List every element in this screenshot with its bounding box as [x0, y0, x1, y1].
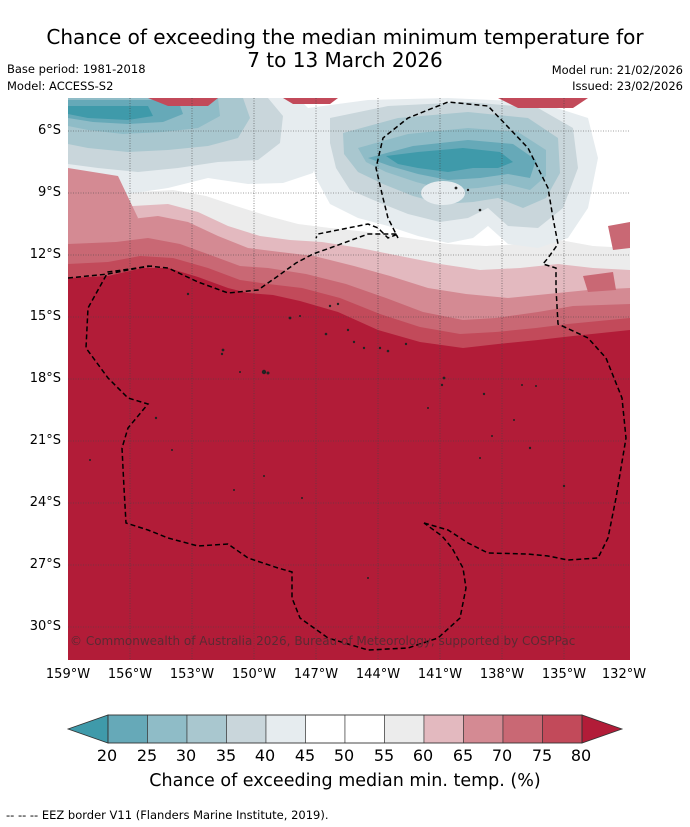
lon-label: 150°W — [231, 667, 277, 682]
colorbar-tick-label: 25 — [136, 746, 158, 765]
colorbar-tick-label: 60 — [412, 746, 434, 765]
colorbar-extend-low — [66, 714, 109, 744]
lat-label: 30°S — [29, 619, 61, 634]
colorbar-tick-label: 45 — [294, 746, 316, 765]
map-canvas — [68, 98, 630, 660]
colorbar-tick-label: 30 — [175, 746, 197, 765]
lon-label: 147°W — [293, 667, 339, 682]
lon-label: 144°W — [355, 667, 401, 682]
colorbar-segment — [265, 714, 306, 744]
region-red-mid — [583, 272, 616, 292]
forecast-map: © Commonwealth of Australia 2026, Bureau… — [68, 98, 630, 660]
region-red-right — [608, 222, 630, 250]
model-run-label: Model run: 21/02/2026 — [551, 63, 683, 77]
copyright-text: © Commonwealth of Australia 2026, Bureau… — [70, 634, 576, 648]
colorbar-tick-label: 50 — [333, 746, 355, 765]
lat-label: 24°S — [29, 495, 61, 510]
colorbar-segment — [463, 714, 504, 744]
colorbar-segments — [66, 714, 624, 744]
lat-label: 18°S — [29, 371, 61, 386]
colorbar-segment — [305, 714, 346, 744]
region-lt20-b — [386, 148, 513, 172]
graticule — [68, 98, 630, 660]
region-red-left — [68, 168, 138, 238]
colorbar-segment — [107, 714, 148, 744]
lat-label: 21°S — [29, 433, 61, 448]
lon-label: 153°W — [169, 667, 215, 682]
lat-label: 12°S — [29, 247, 61, 262]
lat-label: 27°S — [29, 557, 61, 572]
colorbar-tick-label: 80 — [570, 746, 592, 765]
colorbar-tick-label: 70 — [491, 746, 513, 765]
region-red-top-b — [283, 98, 338, 104]
colorbar-tick-label: 65 — [452, 746, 474, 765]
colorbar-tick-label: 35 — [215, 746, 237, 765]
colorbar — [66, 714, 624, 744]
colorbar-tick-label: 55 — [373, 746, 395, 765]
issued-label: Issued: 23/02/2026 — [572, 79, 683, 93]
region-lt20 — [68, 106, 153, 120]
lon-label: 135°W — [541, 667, 587, 682]
colorbar-segment — [384, 714, 425, 744]
colorbar-segment — [344, 714, 385, 744]
lat-label: 6°S — [37, 123, 61, 138]
colorbar-segment — [542, 714, 583, 744]
lat-label: 9°S — [37, 185, 61, 200]
region-red-top — [148, 98, 218, 106]
chart-title-line1: Chance of exceeding the median minimum t… — [46, 25, 644, 49]
chart-title-line2: 7 to 13 March 2026 — [247, 48, 443, 72]
colorbar-segment — [226, 714, 267, 744]
lon-label: 159°W — [45, 667, 91, 682]
colorbar-segment — [147, 714, 188, 744]
region-red-top-c — [498, 98, 588, 108]
colorbar-segment — [502, 714, 543, 744]
eez-borders — [68, 101, 627, 651]
lat-label: 15°S — [29, 309, 61, 324]
colorbar-segment — [423, 714, 464, 744]
colorbar-tick-label: 75 — [531, 746, 553, 765]
colorbar-title: Chance of exceeding median min. temp. (%… — [149, 771, 541, 791]
colorbar-extend-high — [581, 714, 624, 744]
lon-label: 141°W — [417, 667, 463, 682]
model-label: Model: ACCESS-S2 — [7, 79, 114, 93]
colorbar-tick-label: 20 — [96, 746, 118, 765]
colorbar-tick-label: 40 — [254, 746, 276, 765]
lon-label: 138°W — [479, 667, 525, 682]
lon-label: 156°W — [107, 667, 153, 682]
colorbar-segment — [186, 714, 227, 744]
base-period-label: Base period: 1981-2018 — [7, 62, 146, 76]
lon-label: 132°W — [601, 667, 647, 682]
eez-legend: -- -- -- EEZ border V11 (Flanders Marine… — [6, 808, 329, 822]
islands — [89, 186, 566, 579]
